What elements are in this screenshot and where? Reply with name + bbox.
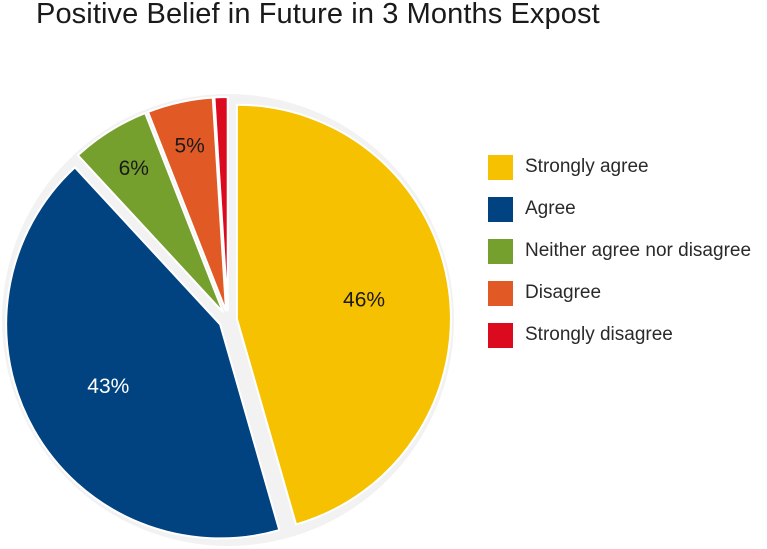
pie-data-label: 46% — [343, 288, 385, 311]
legend-swatch — [488, 196, 513, 222]
legend-item-disagree: Disagree — [488, 272, 751, 314]
legend-item-agree: Agree — [488, 188, 751, 230]
pie-data-label: 5% — [174, 134, 204, 157]
legend-swatch — [488, 154, 513, 180]
legend-item-neither: Neither agree nor disagree — [488, 230, 751, 272]
pie-data-label: 6% — [119, 157, 149, 180]
legend: Strongly agree Agree Neither agree nor d… — [488, 146, 751, 356]
legend-label: Neither agree nor disagree — [525, 240, 752, 261]
legend-item-strongly-disagree: Strongly disagree — [488, 314, 751, 356]
legend-label: Strongly disagree — [525, 324, 673, 345]
legend-item-strongly-agree: Strongly agree — [488, 146, 751, 188]
legend-label: Agree — [525, 198, 576, 219]
legend-swatch — [488, 322, 513, 348]
legend-swatch — [488, 280, 513, 306]
pie-slice-disagree — [146, 96, 228, 312]
pie-slice-neither-agree-nor-disagree — [76, 111, 225, 314]
pie-slice-strongly-agree — [235, 103, 452, 526]
pie-slice-strongly-disagree — [213, 96, 229, 312]
pie-slice-agree — [5, 165, 281, 540]
legend-swatch — [488, 238, 513, 264]
legend-label: Disagree — [525, 282, 602, 303]
legend-label: Strongly agree — [525, 156, 649, 177]
chart-title: Positive Belief in Future in 3 Months Ex… — [36, 0, 600, 30]
pie-data-label: 43% — [87, 375, 129, 398]
